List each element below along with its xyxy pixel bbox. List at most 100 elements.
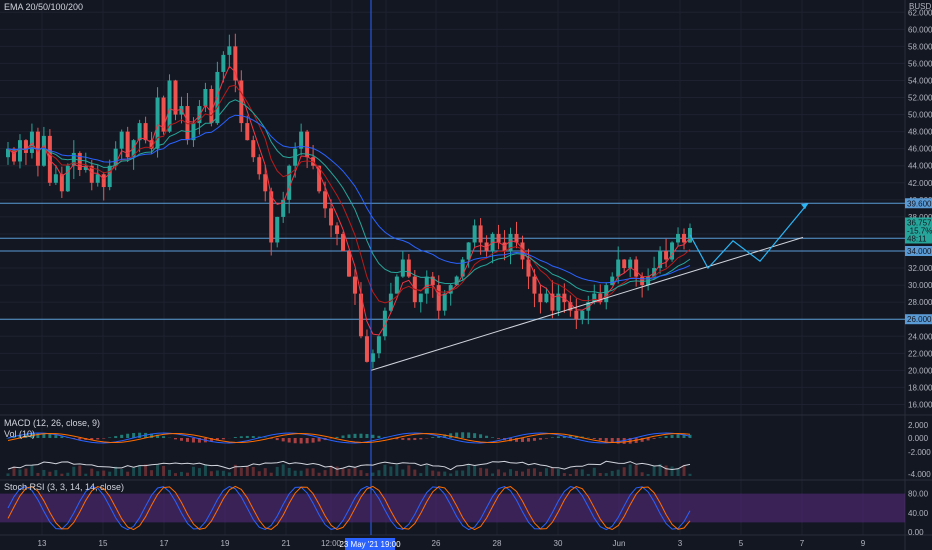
price-tick-label: 52.000 bbox=[908, 94, 932, 103]
time-tick-label: 5 bbox=[739, 539, 744, 548]
volume-bar bbox=[263, 468, 267, 476]
horizontal-levels[interactable] bbox=[0, 202, 905, 320]
macd-histogram-bar bbox=[407, 438, 411, 441]
candle-body bbox=[514, 233, 519, 243]
volume-bar bbox=[96, 471, 100, 476]
candle-body bbox=[352, 276, 357, 294]
candle-body bbox=[83, 165, 88, 170]
volume-bar bbox=[185, 472, 189, 476]
macd-histogram-bar bbox=[532, 438, 536, 441]
macd-histogram-bar bbox=[371, 434, 375, 438]
macd-title[interactable]: MACD (12, 26, close, 9) bbox=[4, 418, 100, 428]
volume-bar bbox=[275, 466, 279, 476]
volume-bar bbox=[562, 473, 566, 476]
candle-body bbox=[538, 293, 543, 303]
candle-body bbox=[628, 259, 633, 269]
candle-body bbox=[664, 251, 669, 260]
volume-bar bbox=[293, 470, 297, 476]
macd-histogram-bar bbox=[640, 438, 644, 442]
stoch-tick-label: 80.00 bbox=[908, 490, 929, 499]
volume-bar bbox=[150, 470, 154, 476]
time-tick-label: 26 bbox=[432, 539, 441, 548]
candle-body bbox=[520, 242, 525, 260]
macd-histogram-bar bbox=[48, 434, 52, 438]
candle-body bbox=[454, 276, 459, 286]
macd-histogram-bar bbox=[221, 438, 225, 440]
macd-histogram-bar bbox=[359, 433, 363, 438]
macd-histogram-bar bbox=[592, 438, 596, 439]
time-tick-label: 12:00 bbox=[321, 539, 342, 548]
volume-bar bbox=[287, 467, 291, 476]
candle-body bbox=[149, 140, 154, 149]
volume-bar bbox=[281, 464, 285, 476]
volume-bar bbox=[114, 466, 118, 476]
candle-body bbox=[592, 293, 597, 303]
candle-body bbox=[227, 46, 232, 55]
time-axis[interactable]: 13 15 17 19 21 12:00 26 28 30 Jun 3 5 7 9 23 May '21 1… bbox=[38, 538, 866, 550]
candle-body bbox=[287, 165, 292, 200]
candle-body bbox=[89, 165, 94, 183]
candle-body bbox=[293, 148, 298, 166]
volume-bar bbox=[323, 470, 327, 476]
macd-histogram-bar bbox=[6, 438, 10, 439]
macd-histogram-bar bbox=[658, 437, 662, 438]
vol-title[interactable]: Vol (10) bbox=[4, 429, 35, 439]
trendline[interactable] bbox=[370, 236, 804, 371]
volume-bar bbox=[245, 466, 249, 476]
volume-bar bbox=[299, 470, 303, 476]
trendline-segment bbox=[370, 236, 804, 371]
macd-histogram-bar bbox=[245, 435, 249, 438]
volume-bar bbox=[341, 468, 345, 476]
macd-histogram-bar bbox=[269, 438, 273, 439]
volume-bar bbox=[54, 470, 58, 476]
volume-bar bbox=[550, 467, 554, 476]
ema-20-line bbox=[7, 65, 691, 336]
candle-body bbox=[682, 233, 687, 243]
price-level-tag-label: 34.000 bbox=[907, 247, 932, 256]
volume-bar bbox=[48, 471, 52, 476]
volume-bar bbox=[233, 464, 237, 476]
macd-histogram-bar bbox=[317, 438, 321, 442]
candle-body bbox=[418, 293, 423, 303]
macd-histogram-bar bbox=[138, 432, 142, 438]
volume-bar bbox=[371, 472, 375, 476]
crosshair-time-label: 23 May '21 19:00 bbox=[339, 540, 401, 549]
candle-body bbox=[23, 140, 28, 153]
candle-body bbox=[484, 242, 489, 251]
volume-bar bbox=[257, 471, 261, 476]
macd-histogram-bar bbox=[156, 434, 160, 438]
macd-histogram-bar bbox=[497, 438, 501, 439]
volume-bar bbox=[377, 470, 381, 476]
candle-body bbox=[442, 293, 447, 311]
projection-path[interactable] bbox=[689, 202, 809, 270]
volume-bar bbox=[622, 467, 626, 476]
volume-bar bbox=[670, 466, 674, 476]
macd-tick-label: 0.000 bbox=[908, 434, 929, 443]
indicator-title[interactable]: EMA 20/50/100/200 bbox=[4, 2, 83, 12]
volume-bar bbox=[317, 472, 321, 476]
candle-body bbox=[281, 199, 286, 217]
candle-body bbox=[299, 131, 304, 149]
candle-body bbox=[101, 174, 106, 188]
volume-bar bbox=[66, 472, 70, 476]
volume-bar bbox=[688, 473, 692, 476]
candle-body bbox=[317, 165, 322, 192]
macd-histogram-bar bbox=[281, 438, 285, 442]
stoch-rsi-pane bbox=[0, 485, 905, 531]
price-tick-label: 28.000 bbox=[908, 298, 932, 307]
volume-bar bbox=[604, 473, 608, 476]
time-tick-label: 3 bbox=[678, 539, 683, 548]
price-axis[interactable]: 62.000 60.000 58.000 56.000 54.000 52.000 50.0… bbox=[905, 8, 932, 537]
macd-histogram-bar bbox=[36, 433, 40, 438]
candle-body bbox=[394, 276, 399, 294]
volume-bar bbox=[479, 467, 483, 476]
candle-body bbox=[173, 80, 178, 115]
candle-body bbox=[658, 251, 663, 269]
stoch-title[interactable]: Stoch RSI (3, 3, 14, 14, close) bbox=[4, 482, 124, 492]
volume-bar bbox=[580, 469, 584, 476]
macd-histogram-bar bbox=[515, 438, 519, 442]
candle-body bbox=[598, 293, 603, 303]
macd-histogram-bar bbox=[401, 438, 405, 440]
candle-body bbox=[347, 251, 351, 277]
